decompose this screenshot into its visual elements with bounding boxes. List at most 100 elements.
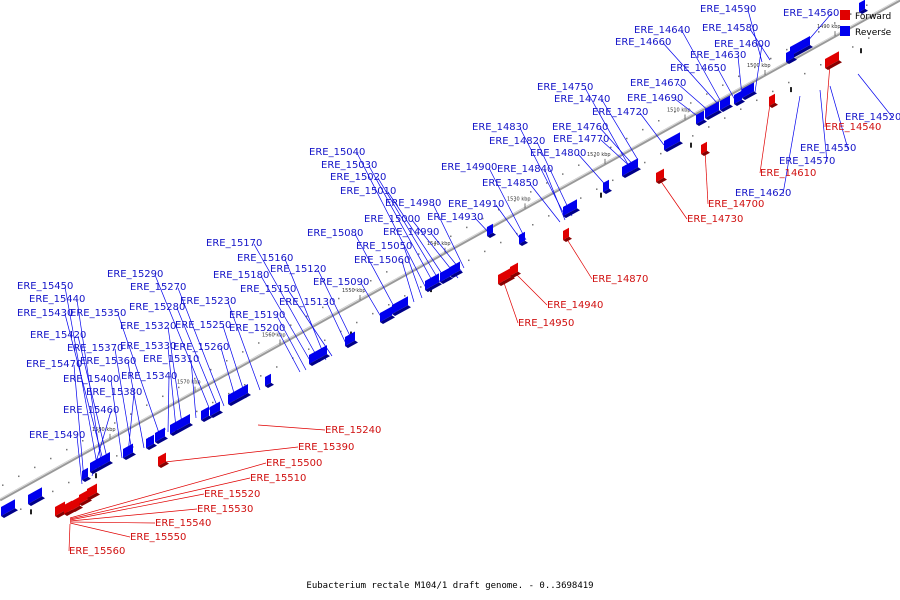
forward-gene-label[interactable]: ERE_15520 xyxy=(204,489,260,500)
reverse-gene-label[interactable]: ERE_14980 xyxy=(385,198,441,209)
reverse-gene-label[interactable]: ERE_15310 xyxy=(143,354,199,365)
reverse-gene-label[interactable]: ERE_14930 xyxy=(427,212,483,223)
reverse-gene-label[interactable]: ERE_14800 xyxy=(530,148,586,159)
reverse-gene-label[interactable]: ERE_15420 xyxy=(30,330,86,341)
gene-shadow xyxy=(519,240,528,246)
reverse-gene-label[interactable]: ERE_15090 xyxy=(313,277,369,288)
reverse-gene-label[interactable]: ERE_14900 xyxy=(441,162,497,173)
reverse-gene-label[interactable]: ERE_15460 xyxy=(63,405,119,416)
reverse-gene-label[interactable]: ERE_15060 xyxy=(354,255,410,266)
gene-shadow xyxy=(28,496,45,506)
forward-gene-label[interactable]: ERE_14700 xyxy=(708,199,764,210)
reverse-gene-label[interactable]: ERE_14910 xyxy=(448,199,504,210)
forward-gene-label[interactable]: ERE_14950 xyxy=(518,318,574,329)
forward-gene-label[interactable]: ERE_15240 xyxy=(325,425,381,436)
reverse-gene-label[interactable]: ERE_15120 xyxy=(270,264,326,275)
reverse-gene-label[interactable]: ERE_15050 xyxy=(356,241,412,252)
reverse-gene-label[interactable]: ERE_15250 xyxy=(175,320,231,331)
reverse-gene-label[interactable]: ERE_15040 xyxy=(309,147,365,158)
forward-gene-leader xyxy=(69,522,131,538)
reverse-gene-label[interactable]: ERE_14760 xyxy=(552,122,608,133)
reverse-gene-label[interactable]: ERE_15370 xyxy=(67,343,123,354)
reverse-gene-label[interactable]: ERE_15290 xyxy=(107,269,163,280)
forward-gene-glyph xyxy=(158,452,169,468)
reverse-gene-label[interactable]: ERE_14550 xyxy=(800,143,856,154)
gene-shadow xyxy=(734,99,745,106)
forward-gene-label[interactable]: ERE_14610 xyxy=(760,168,816,179)
reverse-gene-label[interactable]: ERE_15150 xyxy=(240,284,296,295)
reverse-gene-label[interactable]: ERE_15330 xyxy=(120,341,176,352)
reverse-gene-label[interactable]: ERE_15020 xyxy=(330,172,386,183)
minor-dot xyxy=(116,455,118,457)
forward-gene-label[interactable]: ERE_15500 xyxy=(266,458,322,469)
minor-dot xyxy=(612,179,614,182)
reverse-gene-label[interactable]: ERE_15030 xyxy=(321,160,377,171)
reverse-gene-leader xyxy=(127,392,135,455)
reverse-gene-label[interactable]: ERE_15160 xyxy=(237,253,293,264)
reverse-gene-label[interactable]: ERE_15260 xyxy=(173,342,229,353)
reverse-gene-label[interactable]: ERE_14560 xyxy=(783,8,839,19)
reverse-gene-label[interactable]: ERE_14990 xyxy=(383,227,439,238)
reverse-gene-label[interactable]: ERE_15470 xyxy=(26,359,82,370)
reverse-gene-label[interactable]: ERE_15280 xyxy=(129,302,185,313)
reverse-gene-label[interactable]: ERE_15380 xyxy=(86,387,142,398)
forward-gene-label[interactable]: ERE_14730 xyxy=(687,214,743,225)
forward-gene-label[interactable]: ERE_14940 xyxy=(547,300,603,311)
reverse-gene-label[interactable]: ERE_14620 xyxy=(735,188,791,199)
reverse-gene-label[interactable]: ERE_14740 xyxy=(554,94,610,105)
reverse-gene-label[interactable]: ERE_15180 xyxy=(213,270,269,281)
reverse-gene-label[interactable]: ERE_15360 xyxy=(80,356,136,367)
reverse-gene-label[interactable]: ERE_14570 xyxy=(779,156,835,167)
reverse-gene-label[interactable]: ERE_15450 xyxy=(17,281,73,292)
reverse-gene-label[interactable]: ERE_15320 xyxy=(120,321,176,332)
minor-dot xyxy=(690,102,692,104)
forward-gene-label[interactable]: ERE_15530 xyxy=(197,504,253,515)
reverse-gene-glyph xyxy=(450,261,463,278)
minor-dot xyxy=(530,191,532,193)
reverse-gene-label[interactable]: ERE_14690 xyxy=(627,93,683,104)
reverse-gene-label[interactable]: ERE_14660 xyxy=(615,37,671,48)
reverse-gene-label[interactable]: ERE_15130 xyxy=(279,297,335,308)
reverse-gene-label[interactable]: ERE_15080 xyxy=(307,228,363,239)
minor-dot xyxy=(340,330,342,333)
reverse-gene-label[interactable]: ERE_14850 xyxy=(482,178,538,189)
reverse-gene-label[interactable]: ERE_15340 xyxy=(121,371,177,382)
reverse-gene-label[interactable]: ERE_14630 xyxy=(690,50,746,61)
reverse-gene-label[interactable]: ERE_15000 xyxy=(364,214,420,225)
reverse-gene-label[interactable]: ERE_15200 xyxy=(229,323,285,334)
reverse-gene-label[interactable]: ERE_15190 xyxy=(229,310,285,321)
forward-gene-glyph xyxy=(498,267,515,286)
reverse-gene-label[interactable]: ERE_15170 xyxy=(206,238,262,249)
reverse-gene-glyph xyxy=(622,158,641,178)
reverse-gene-label[interactable]: ERE_14520 xyxy=(845,112,900,123)
reverse-gene-label[interactable]: ERE_14670 xyxy=(630,78,686,89)
forward-gene-label[interactable]: ERE_15550 xyxy=(130,532,186,543)
reverse-gene-label[interactable]: ERE_14650 xyxy=(670,63,726,74)
forward-gene-label[interactable]: ERE_14870 xyxy=(592,274,648,285)
reverse-gene-label[interactable]: ERE_15400 xyxy=(63,374,119,385)
reverse-gene-label[interactable]: ERE_14750 xyxy=(537,82,593,93)
reverse-gene-leader xyxy=(377,177,441,283)
forward-gene-label[interactable]: ERE_15510 xyxy=(250,473,306,484)
reverse-gene-label[interactable]: ERE_14770 xyxy=(553,134,609,145)
reverse-gene-label[interactable]: ERE_14590 xyxy=(700,4,756,15)
forward-gene-label[interactable]: ERE_15560 xyxy=(69,546,125,557)
reverse-gene-label[interactable]: ERE_15010 xyxy=(340,186,396,197)
reverse-gene-label[interactable]: ERE_14720 xyxy=(592,107,648,118)
tick-label: 1560 kbp xyxy=(262,332,286,338)
reverse-gene-label[interactable]: ERE_14600 xyxy=(714,39,770,50)
forward-gene-label[interactable]: ERE_15390 xyxy=(298,442,354,453)
reverse-gene-label[interactable]: ERE_15350 xyxy=(70,308,126,319)
reverse-gene-label[interactable]: ERE_14830 xyxy=(472,122,528,133)
forward-gene-label[interactable]: ERE_14540 xyxy=(825,122,881,133)
reverse-gene-label[interactable]: ERE_15230 xyxy=(180,296,236,307)
reverse-gene-label[interactable]: ERE_15440 xyxy=(29,294,85,305)
reverse-gene-label[interactable]: ERE_14640 xyxy=(634,25,690,36)
reverse-gene-label[interactable]: ERE_15270 xyxy=(130,282,186,293)
reverse-gene-label[interactable]: ERE_14840 xyxy=(497,164,553,175)
forward-gene-label[interactable]: ERE_15540 xyxy=(155,518,211,529)
reverse-gene-label[interactable]: ERE_15430 xyxy=(17,308,73,319)
reverse-gene-label[interactable]: ERE_15490 xyxy=(29,430,85,441)
reverse-gene-label[interactable]: ERE_14820 xyxy=(489,136,545,147)
reverse-gene-label[interactable]: ERE_14580 xyxy=(702,23,758,34)
